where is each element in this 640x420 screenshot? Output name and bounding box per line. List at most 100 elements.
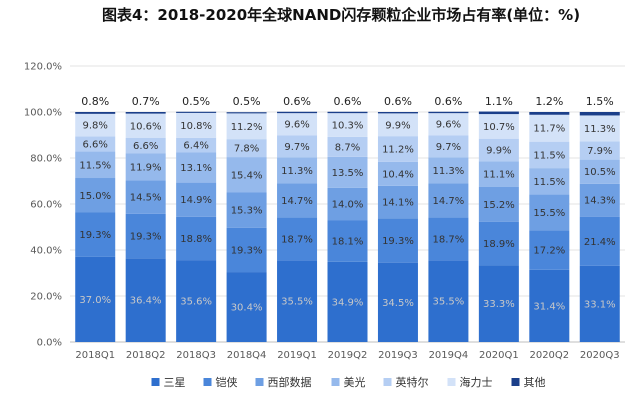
x-tick-label: 2018Q2 [126,350,166,361]
data-label: 11.3% [281,166,313,177]
bar-segment [579,159,620,184]
bar-segment [428,157,469,184]
data-label: 35.5% [433,297,465,308]
bar-segment [579,115,620,142]
bar-segment [428,260,469,342]
bar-segment [226,139,267,158]
data-label: 18.7% [433,234,465,245]
data-label: 11.7% [533,124,565,135]
bar-segment [176,137,217,153]
bar-segment [529,114,570,142]
data-label: 14.9% [180,195,212,206]
bar-segment [125,112,166,114]
bar-segment [579,183,620,217]
bar-segment [579,141,620,160]
bar-segment [176,216,217,261]
data-label: 18.7% [281,234,313,245]
data-label: 17.2% [533,246,565,257]
bar-segment [176,152,217,183]
legend-swatch [447,378,456,386]
bar-segment [478,111,519,115]
legend-swatch [151,378,160,386]
legend-label: 英特尔 [396,375,429,389]
bar-segment [327,136,368,157]
y-tick-label: 80.0% [30,154,62,165]
bar-segment [125,137,166,154]
data-label: 11.9% [130,162,162,173]
data-label: 0.5% [233,95,261,108]
bar-segment [529,112,570,115]
bar-segment [327,220,368,262]
bar-segment [226,192,267,228]
x-tick-label: 2018Q4 [227,350,267,361]
bar-segment [226,157,267,193]
data-label: 19.3% [382,236,414,247]
data-label: 0.6% [334,95,362,108]
bar-segment [125,153,166,181]
data-label: 15.3% [231,206,263,217]
bar-segment [125,113,166,138]
data-label: 1.1% [485,95,513,108]
bar-segment [579,216,620,266]
bar-segment [529,194,570,231]
bar-segment [377,262,418,342]
bar-segment [176,260,217,342]
bar-segment [277,111,318,114]
bar-segment [176,112,217,138]
data-label: 31.4% [533,301,565,312]
data-label: 10.4% [382,169,414,180]
bar-segment [478,221,519,266]
data-label: 18.8% [180,234,212,245]
legend-label: 海力士 [460,375,493,389]
x-tick-label: 2020Q3 [580,350,620,361]
bar-segment [579,112,620,116]
data-label: 15.0% [79,191,111,202]
data-label: 15.2% [483,200,515,211]
data-label: 9.7% [284,142,309,153]
chart-title: 图表4：2018-2020年全球NAND闪存颗粒企业市场占有率(单位：%) [102,6,581,24]
bar-segment [377,185,418,219]
bar-segment [478,161,519,187]
data-label: 6.4% [183,141,208,152]
bar-segment [277,157,318,184]
data-label: 10.6% [130,121,162,132]
x-tick-label: 2019Q2 [328,350,368,361]
bar-segment [277,217,318,261]
bar-segment [75,112,116,114]
data-label: 9.6% [284,120,309,131]
bar-segment [529,230,570,270]
bar-segment [428,135,469,158]
y-tick-label: 120.0% [24,62,62,73]
bar-segment [377,218,418,263]
data-label: 1.5% [586,95,614,108]
bar-segment [327,113,368,137]
bar-segment [176,182,217,217]
data-label: 9.6% [436,120,461,131]
bar-segment [226,113,267,140]
x-tick-label: 2019Q1 [277,350,317,361]
legend-label: 其他 [524,376,546,389]
bar-segment [327,187,368,221]
bar-segment [277,113,318,136]
data-label: 9.8% [83,121,108,132]
x-tick-label: 2019Q3 [378,350,418,361]
y-tick-label: 100.0% [24,108,62,119]
data-label: 19.3% [130,232,162,243]
bar-segment [428,217,469,261]
data-label: 7.9% [587,146,612,157]
y-tick-label: 60.0% [30,200,62,211]
bar-segment [529,168,570,195]
bar-segment [176,111,217,113]
data-label: 7.8% [234,144,259,155]
bar-segment [377,113,418,137]
legend-label: 西部数据 [268,375,312,389]
bar-segment [478,265,519,342]
data-label: 18.1% [332,236,364,247]
data-label: 11.5% [79,160,111,171]
data-label: 10.3% [332,120,364,131]
data-label: 14.0% [332,200,364,211]
data-label: 19.3% [231,245,263,256]
bar-segment [277,135,318,158]
legend-label: 三星 [164,376,186,389]
